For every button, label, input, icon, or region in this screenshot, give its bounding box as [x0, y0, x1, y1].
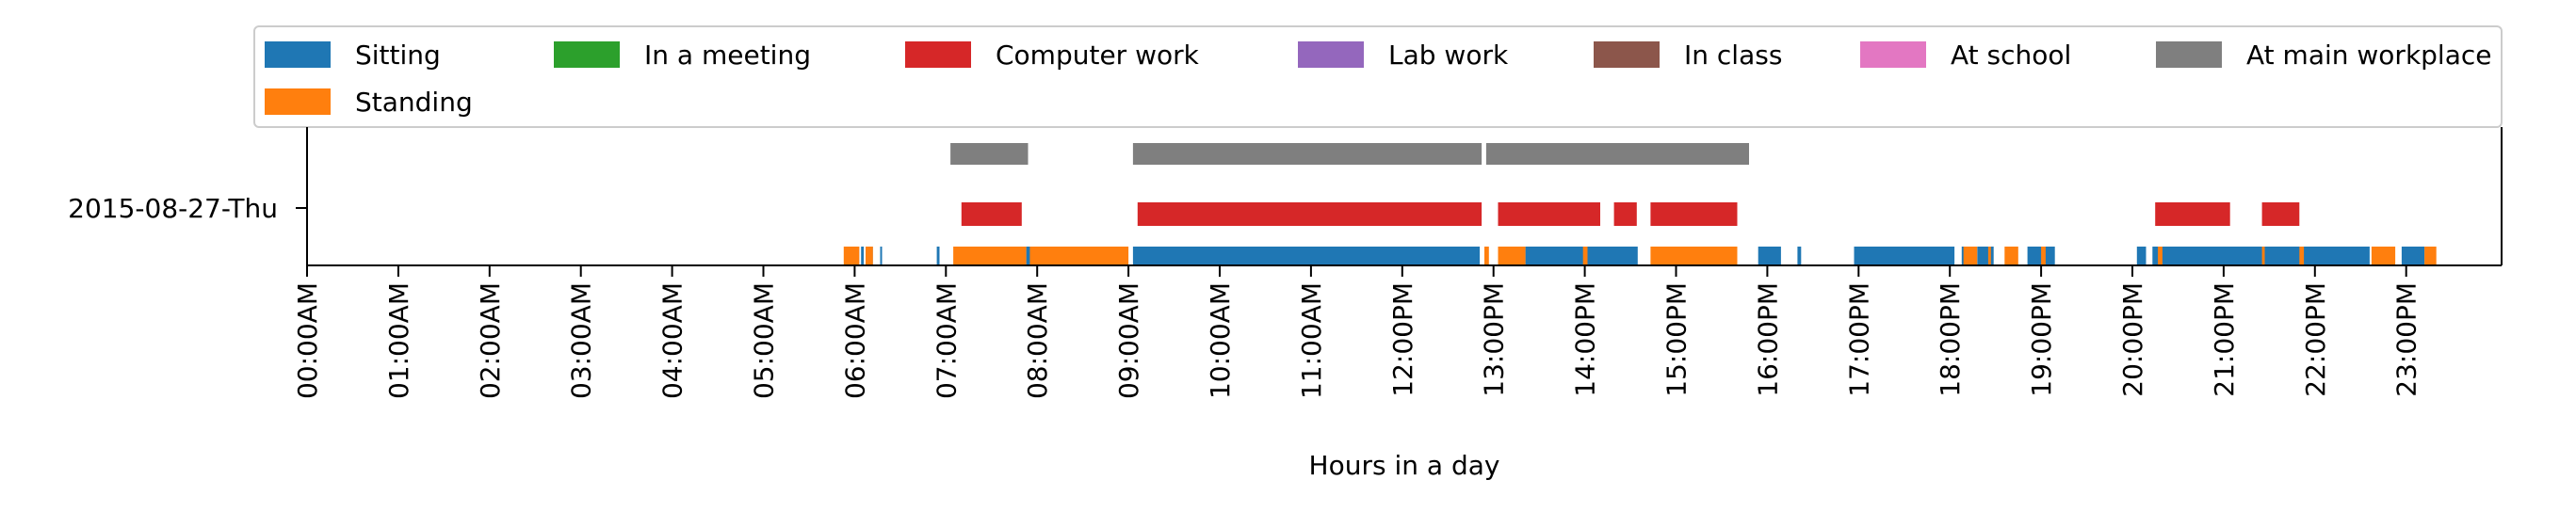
x-tick-label: 01:00AM: [383, 282, 414, 399]
bar-sitting: [1525, 247, 1638, 264]
bar-at-main-workplace: [1485, 143, 1749, 165]
x-tick-label: 23:00PM: [2391, 282, 2422, 397]
y-tick-label: 2015-08-27-Thu: [68, 193, 278, 224]
bar-sitting: [2152, 247, 2370, 264]
x-tick-label: 00:00AM: [292, 282, 323, 399]
x-tick-label: 18:00PM: [1935, 282, 1966, 397]
bar-standing: [1484, 247, 1489, 264]
bar-standing: [2158, 247, 2163, 264]
x-tick-label: 12:00PM: [1387, 282, 1418, 397]
bar-computer-work: [1498, 202, 1600, 226]
bar-standing: [1029, 247, 1129, 264]
legend-label-at-school: At school: [1951, 40, 2071, 71]
bar-standing: [1498, 247, 1526, 264]
bar-standing: [1650, 247, 1738, 264]
legend-frame: [253, 25, 2503, 128]
x-tick-label: 22:00PM: [2300, 282, 2331, 397]
bar-at-main-workplace: [1132, 143, 1482, 165]
x-tick-label: 15:00PM: [1661, 282, 1693, 397]
bar-standing: [953, 247, 1027, 264]
legend-label-at-main-workplace: At main workplace: [2246, 40, 2492, 71]
bar-computer-work: [2261, 202, 2300, 226]
x-tick-label: 11:00AM: [1296, 282, 1327, 399]
x-tick-label: 06:00AM: [839, 282, 870, 399]
bar-at-main-workplace: [950, 143, 1029, 165]
legend-swatch-at-school: [1860, 41, 1926, 68]
bar-standing: [1963, 247, 1978, 264]
x-tick-label: 17:00PM: [1843, 282, 1874, 397]
bar-sitting: [1026, 247, 1030, 264]
legend-label-in-a-meeting: In a meeting: [644, 40, 811, 71]
legend-swatch-lab-work: [1298, 41, 1364, 68]
bar-computer-work: [2155, 202, 2230, 226]
x-tick-label: 19:00PM: [2026, 282, 2057, 397]
legend-label-sitting: Sitting: [355, 40, 441, 71]
x-tick-label: 21:00PM: [2209, 282, 2240, 397]
x-tick-label: 14:00PM: [1570, 282, 1601, 397]
bar-standing: [2299, 247, 2305, 264]
x-tick-label: 07:00AM: [931, 282, 962, 399]
x-tick-label: 16:00PM: [1752, 282, 1783, 397]
x-tick-label: 05:00AM: [749, 282, 780, 399]
x-tick-label: 08:00AM: [1022, 282, 1053, 399]
x-tick-label: 10:00AM: [1205, 282, 1236, 399]
bar-sitting: [880, 247, 883, 264]
bar-sitting: [1797, 247, 1802, 264]
bar-sitting: [861, 247, 865, 264]
x-tick-label: 02:00AM: [475, 282, 506, 399]
legend-swatch-in-a-meeting: [554, 41, 620, 68]
bar-computer-work: [961, 202, 1022, 226]
legend-label-in-class: In class: [1684, 40, 1782, 71]
bar-standing: [2371, 247, 2396, 264]
legend-label-lab-work: Lab work: [1388, 40, 1509, 71]
bar-computer-work: [1137, 202, 1482, 226]
bar-computer-work: [1613, 202, 1637, 226]
bar-standing: [866, 247, 873, 264]
bar-sitting: [1977, 247, 1994, 264]
legend-label-computer-work: Computer work: [996, 40, 1200, 71]
x-tick-label: 03:00AM: [566, 282, 597, 399]
x-tick-label: 20:00PM: [2117, 282, 2148, 397]
x-tick-label: 09:00AM: [1113, 282, 1144, 399]
bar-sitting: [1132, 247, 1481, 264]
bar-standing: [2261, 247, 2265, 264]
bar-sitting: [936, 247, 940, 264]
x-tick-label: 04:00AM: [657, 282, 689, 399]
legend-swatch-sitting: [265, 41, 331, 68]
bar-standing: [843, 247, 860, 264]
axes: 00:00AM 01:00AM 02:00AM 03:00AM 04:00AM 05:00…: [292, 127, 2503, 399]
bar-standing: [1582, 247, 1588, 264]
bar-computer-work: [1650, 202, 1738, 226]
bar-standing: [2004, 247, 2018, 264]
plot-area: [843, 143, 2437, 264]
bar-sitting: [2136, 247, 2147, 264]
legend-swatch-at-main-workplace: [2156, 41, 2222, 68]
x-tick-label: 13:00PM: [1479, 282, 1510, 397]
legend: Sitting In a meeting Computer work Lab work…: [253, 25, 2503, 128]
legend-label-standing: Standing: [355, 87, 473, 118]
legend-swatch-in-class: [1594, 41, 1660, 68]
bar-sitting: [2401, 247, 2425, 264]
x-axis-label: Hours in a day: [1309, 450, 1500, 481]
bar-sitting: [1854, 247, 1955, 264]
bar-standing: [2424, 247, 2437, 264]
legend-swatch-computer-work: [905, 41, 971, 68]
bar-sitting: [1758, 247, 1781, 264]
bar-standing: [2041, 247, 2046, 264]
bar-standing: [1987, 247, 1991, 264]
legend-swatch-standing: [265, 88, 331, 115]
